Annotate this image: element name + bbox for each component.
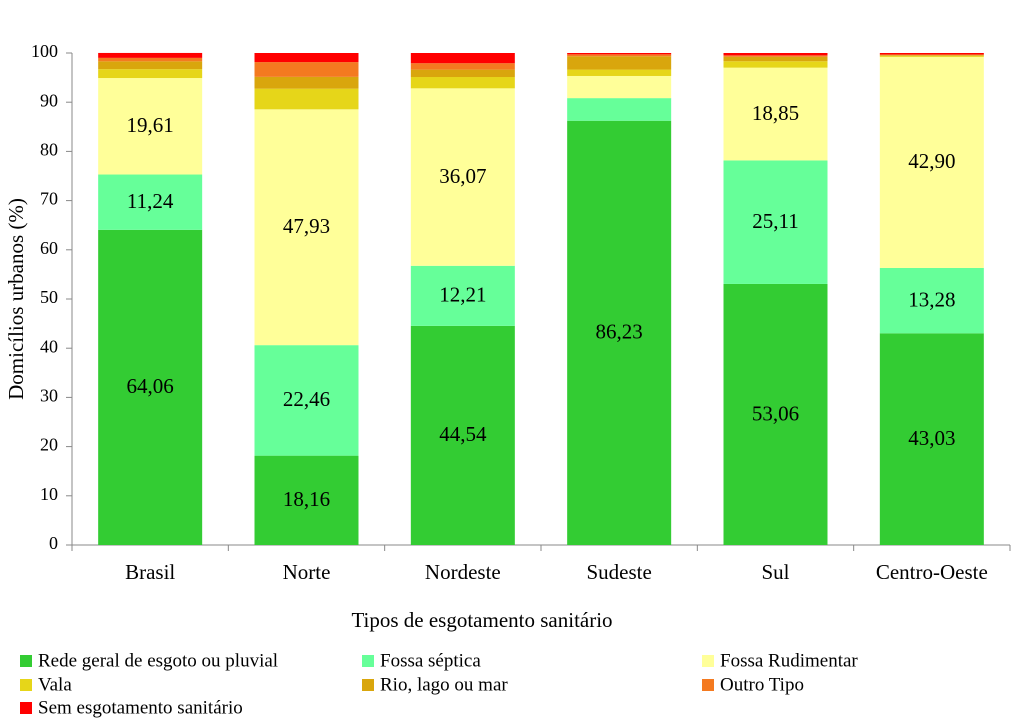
legend-label: Fossa séptica (380, 650, 481, 671)
y-tick-label: 20 (40, 435, 58, 455)
data-label: 22,46 (283, 387, 330, 411)
bar-segment (98, 52, 203, 58)
data-label: 47,93 (283, 214, 330, 238)
y-tick-label: 60 (40, 238, 58, 258)
data-label: 18,16 (283, 487, 330, 511)
y-tick-label: 50 (40, 287, 58, 307)
legend-label: Vala (38, 674, 72, 695)
x-tick-label: Nordeste (425, 560, 501, 584)
data-label: 86,23 (596, 320, 643, 344)
y-tick-label: 80 (40, 140, 58, 160)
bar-segment (410, 63, 515, 70)
data-label: 53,06 (752, 401, 799, 425)
data-label: 19,61 (127, 113, 174, 137)
bar-segment (567, 75, 672, 99)
bar-segment (98, 61, 203, 70)
data-label: 12,21 (439, 283, 486, 307)
y-tick-label: 70 (40, 189, 58, 209)
x-axis-title: Tipos de esgotamento sanitário (351, 608, 612, 632)
bar-segment (723, 53, 828, 56)
bar-segment (410, 69, 515, 78)
legend-label: Rio, lago ou mar (380, 674, 508, 695)
legend-swatch (20, 679, 32, 691)
y-tick-label: 40 (40, 336, 58, 356)
legend-swatch (702, 679, 714, 691)
y-tick-label: 90 (40, 90, 58, 110)
bar-segment (567, 56, 672, 70)
bar-segment (723, 67, 828, 161)
bar-segment (567, 120, 672, 545)
data-label: 13,28 (908, 287, 955, 311)
bar-segment (723, 55, 828, 57)
bar-segment (254, 109, 359, 346)
data-label: 43,03 (908, 426, 955, 450)
bar-segment (254, 53, 359, 63)
x-tick-label: Sul (761, 560, 789, 584)
bar-segment (98, 229, 203, 545)
bar-segment (723, 61, 828, 68)
bar-segment (567, 53, 672, 55)
data-label: 64,06 (127, 374, 174, 398)
bar-segment (879, 55, 984, 56)
bar-segment (410, 77, 515, 89)
data-label: 44,54 (439, 422, 487, 446)
bar-segment (410, 53, 515, 64)
x-tick-label: Norte (283, 560, 331, 584)
x-tick-label: Centro-Oeste (876, 560, 988, 584)
legend-swatch (20, 702, 32, 714)
bar-segment (879, 333, 984, 545)
bar-segment (879, 55, 984, 57)
bar-segment (254, 455, 359, 545)
data-label: 36,07 (439, 164, 486, 188)
bar-segment (98, 69, 203, 79)
legend-swatch (362, 655, 374, 667)
bar-segment (879, 267, 984, 334)
legend-label: Rede geral de esgoto ou pluvial (38, 650, 278, 671)
bar-segment (254, 345, 359, 456)
bar-segment (254, 88, 359, 110)
bar-segment (98, 174, 203, 230)
legend-label: Sem esgotamento sanitário (38, 697, 243, 718)
bar-segment (567, 98, 672, 121)
bar-segment (723, 56, 828, 62)
legend-swatch (362, 679, 374, 691)
bar-segment (410, 325, 515, 545)
y-axis-title: Domicílios urbanos (%) (4, 198, 28, 400)
bar-segment (879, 53, 984, 55)
y-tick-label: 30 (40, 386, 58, 406)
legend-label: Outro Tipo (720, 674, 804, 695)
data-label: 18,85 (752, 101, 799, 125)
legend-swatch (702, 655, 714, 667)
bar-segment (723, 283, 828, 545)
bar-segment (254, 62, 359, 77)
data-label: 11,24 (127, 189, 174, 213)
bar-segment (98, 78, 203, 175)
bar-segment (254, 76, 359, 89)
bar-segment (410, 265, 515, 326)
legend-swatch (20, 655, 32, 667)
bar-segment (879, 56, 984, 268)
x-tick-label: Sudeste (587, 560, 652, 584)
y-tick-label: 10 (40, 484, 58, 504)
legend-label: Fossa Rudimentar (720, 650, 858, 671)
bar-segment (567, 54, 672, 57)
x-tick-label: Brasil (125, 560, 175, 584)
bar-segment (98, 57, 203, 62)
bar-segment (723, 160, 828, 284)
bar-segment (879, 54, 984, 56)
data-label: 42,90 (908, 149, 955, 173)
bar-segment (410, 88, 515, 266)
y-tick-label: 100 (31, 41, 58, 61)
bar-segment (567, 69, 672, 76)
data-label: 25,11 (752, 209, 798, 233)
y-tick-label: 0 (49, 533, 58, 553)
